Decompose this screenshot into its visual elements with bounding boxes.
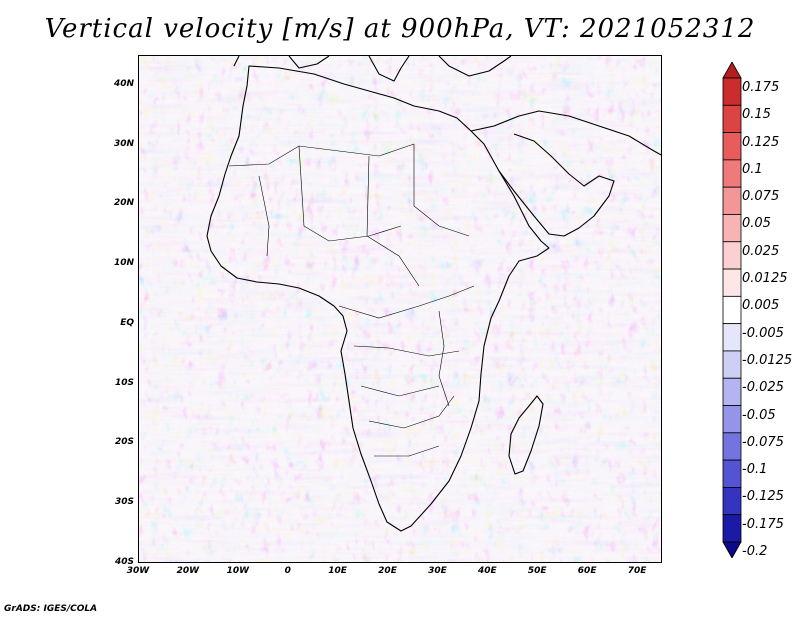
colorbar-level-label: 0.1: [742, 161, 763, 177]
lat-tick-label: 40S: [114, 557, 134, 567]
colorbar-segment: [722, 295, 742, 325]
lon-tick-label: 30W: [126, 566, 150, 576]
arabia-coastline: [470, 110, 661, 237]
lon-tick-label: 10W: [226, 566, 250, 576]
colorbar-segment: [722, 323, 742, 352]
colorbar-segment: [722, 405, 742, 434]
colorbar-segment: [722, 514, 742, 543]
lat-tick-label: 30S: [114, 497, 134, 508]
lat-tick-label: 20S: [114, 437, 134, 448]
lon-tick-label: 60E: [577, 566, 597, 576]
colorbar-segment: [722, 241, 742, 270]
africa-coastline: [206, 65, 550, 532]
lon-tick-label: 0: [284, 566, 291, 576]
colorbar-level-label: 0.005: [742, 298, 780, 314]
lon-tick-label: 50E: [527, 566, 547, 576]
colorbar-level-label: -0.025: [742, 380, 784, 396]
colorbar-level-label: 0.075: [742, 189, 780, 205]
map-plot-area: [138, 55, 662, 563]
credit-text: GrADS: IGES/COLA: [4, 604, 98, 614]
lat-tick-label: 20N: [113, 198, 134, 209]
colorbar-level-label: 0.025: [742, 243, 780, 259]
lon-tick-label: 40E: [477, 566, 497, 576]
colorbar-segment: [722, 214, 742, 243]
colorbar-segment: [722, 459, 742, 488]
colorbar-segment: [722, 487, 742, 516]
colorbar-segment: [722, 377, 742, 406]
colorbar-segment: [722, 432, 742, 461]
lat-tick-label: 40N: [113, 78, 134, 89]
lat-tick-label: EQ: [120, 317, 134, 328]
colorbar-segment: [722, 186, 742, 215]
colorbar-level-label: -0.075: [742, 434, 784, 450]
colorbar-top-arrow: [722, 62, 742, 79]
europe-coastline: [233, 56, 512, 82]
lat-tick-label: 10S: [114, 377, 134, 388]
colorbar-level-label: 0.05: [742, 216, 771, 232]
colorbar-segment: [722, 268, 742, 297]
coastlines: [206, 56, 661, 532]
colorbar-level-label: -0.1: [742, 462, 768, 478]
lat-tick-label: 10N: [113, 258, 134, 269]
colorbar: [722, 62, 742, 558]
lon-tick-label: 10E: [328, 566, 347, 576]
colorbar-level-label: 0.15: [742, 107, 771, 123]
colorbar-level-label: -0.2: [742, 544, 768, 559]
colorbar-level-label: -0.005: [742, 325, 784, 341]
lon-tick-label: 30E: [428, 566, 447, 576]
madagascar-coastline: [508, 395, 544, 475]
vertical-velocity-map: [139, 56, 661, 562]
colorbar-level-label: -0.175: [742, 516, 784, 532]
country-borders: [228, 143, 475, 457]
lat-tick-label: 30N: [113, 138, 134, 149]
lon-tick-label: 70E: [627, 566, 647, 576]
colorbar-level-label: -0.0125: [742, 352, 793, 368]
lon-tick-label: 20E: [378, 566, 397, 576]
colorbar-segment: [722, 77, 742, 106]
colorbar-level-label: 0.0125: [742, 271, 788, 287]
colorbar-segment: [722, 132, 742, 161]
colorbar-segment: [722, 104, 742, 133]
colorbar-segment: [722, 159, 742, 188]
colorbar-bottom-arrow: [722, 541, 742, 558]
lon-tick-label: 20W: [176, 566, 200, 576]
colorbar-level-label: 0.125: [742, 134, 780, 150]
colorbar-level-label: -0.05: [742, 407, 776, 423]
colorbar-level-label: -0.125: [742, 489, 784, 505]
chart-title: Vertical velocity [m/s] at 900hPa, VT: 2…: [44, 14, 756, 44]
colorbar-level-label: 0.175: [742, 80, 780, 95]
velocity-field-descent-streaks: [139, 56, 661, 562]
colorbar-segment: [722, 350, 742, 379]
